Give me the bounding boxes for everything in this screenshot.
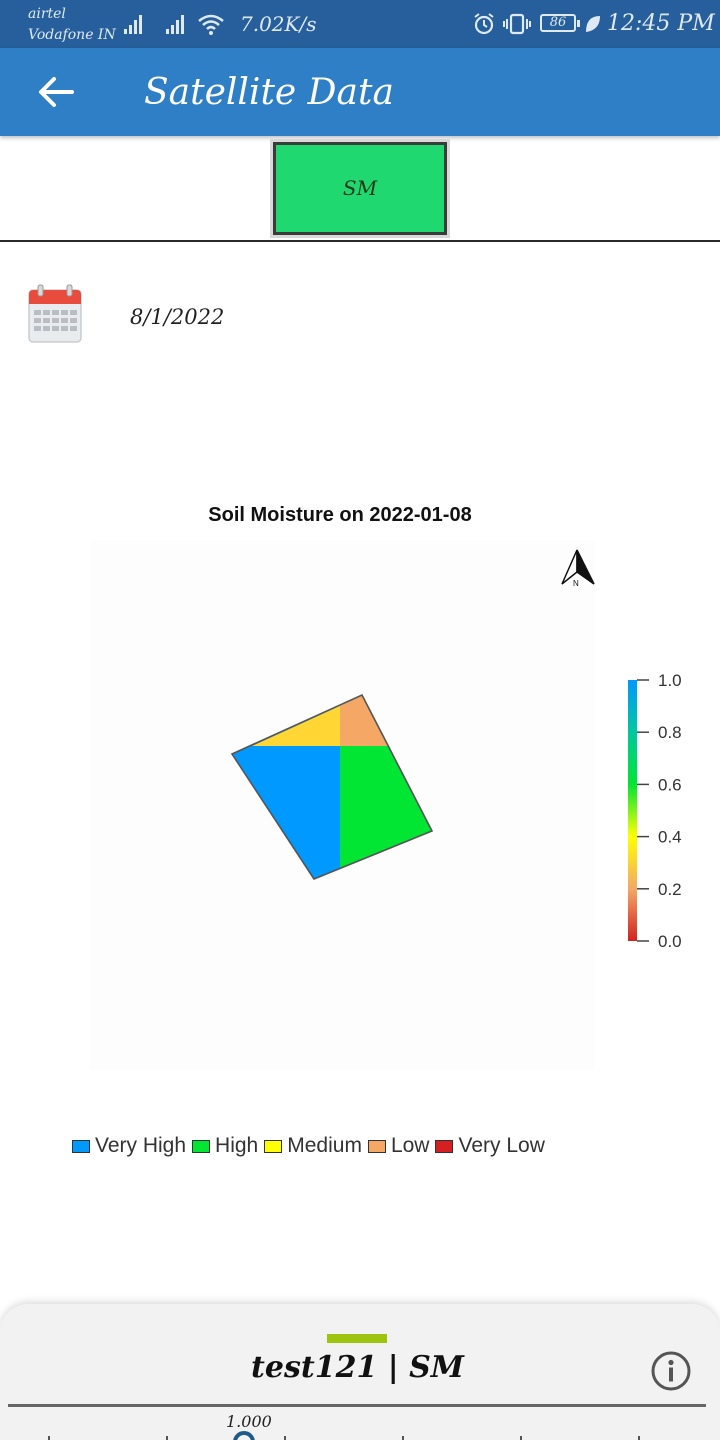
page-title: Satellite Data — [144, 72, 394, 113]
sm-layer-button[interactable]: SM — [273, 142, 447, 235]
divider — [0, 240, 720, 242]
legend-swatch — [367, 1139, 386, 1153]
colorbar-tick-label: 0.6 — [658, 775, 682, 794]
legend-swatch — [264, 1139, 283, 1153]
colorbar-tick-label: 0.8 — [658, 723, 682, 742]
legend-item: Medium — [264, 1134, 362, 1158]
colorbar — [628, 680, 637, 941]
map-legend: Very High High Medium Low Very Low — [72, 1132, 551, 1160]
scale-tick — [166, 1436, 168, 1440]
leaf-icon — [586, 16, 600, 32]
legend-label: High — [215, 1134, 259, 1157]
scale-value: 1.000 — [226, 1412, 272, 1431]
legend-item: Low — [367, 1134, 430, 1158]
status-bar: airtel Vodafone IN 7.02K/s 86 12:45 PM — [0, 0, 720, 48]
legend-item: High — [192, 1134, 258, 1158]
legend-swatch — [72, 1139, 90, 1153]
bottom-sheet[interactable]: test121 | SM 1.000 — [0, 1304, 720, 1440]
scale-tick — [284, 1436, 286, 1440]
colorbar-tick-label: 1.0 — [658, 671, 682, 690]
legend-label: Medium — [287, 1134, 362, 1157]
colorbar-tick-label: 0.0 — [658, 932, 682, 951]
carrier-name-2: Vodafone IN — [28, 27, 116, 43]
selected-date[interactable]: 8/1/2022 — [130, 305, 225, 329]
sheet-title: test121 | SM — [251, 1350, 464, 1385]
alarm-icon — [474, 13, 494, 35]
legend-item: Very Low — [435, 1134, 545, 1158]
calendar-icon[interactable] — [28, 284, 82, 344]
signal-icon-2 — [166, 12, 190, 34]
scale-tick — [638, 1436, 640, 1440]
scale-track — [8, 1404, 706, 1407]
scale-tick — [402, 1436, 404, 1440]
zone-low — [340, 695, 388, 746]
app-bar: Satellite Data — [0, 48, 720, 136]
wifi-icon — [198, 14, 224, 35]
zone-very-high — [232, 706, 340, 879]
zone-high — [340, 746, 432, 868]
arrow-left-icon[interactable] — [34, 72, 78, 112]
field-boundary — [230, 693, 434, 880]
north-label: N — [573, 579, 579, 588]
legend-swatch — [435, 1139, 454, 1153]
soil-moisture-map: N 1.0 0.8 0.6 0.4 0.2 0.0 — [230, 549, 682, 951]
carrier-name-1: airtel — [28, 6, 66, 22]
sheet-handle[interactable] — [327, 1334, 387, 1343]
legend-label: Very High — [95, 1134, 187, 1157]
info-icon[interactable] — [650, 1350, 692, 1392]
colorbar-tick-label: 0.2 — [658, 880, 682, 899]
north-arrow-icon: N — [561, 549, 595, 588]
legend-label: Low — [390, 1134, 430, 1157]
battery-level: 86 — [549, 15, 567, 30]
vibrate-icon — [503, 13, 531, 35]
map-title: Soil Moisture on 2022-01-08 — [208, 504, 472, 526]
layer-toggle-group: SM — [270, 139, 450, 238]
scale-marker-icon[interactable] — [232, 1430, 256, 1440]
clock: 12:45 PM — [607, 11, 715, 36]
scale-tick — [520, 1436, 522, 1440]
legend-label: Very Low — [458, 1134, 545, 1157]
scale-tick — [48, 1436, 50, 1440]
network-speed: 7.02K/s — [240, 12, 317, 36]
legend-swatch — [192, 1139, 211, 1153]
zone-medium — [252, 706, 340, 746]
signal-icon — [124, 12, 148, 34]
battery-icon: 86 — [540, 14, 580, 32]
legend-item: Very High — [72, 1134, 186, 1158]
colorbar-tick-label: 0.4 — [658, 828, 682, 847]
